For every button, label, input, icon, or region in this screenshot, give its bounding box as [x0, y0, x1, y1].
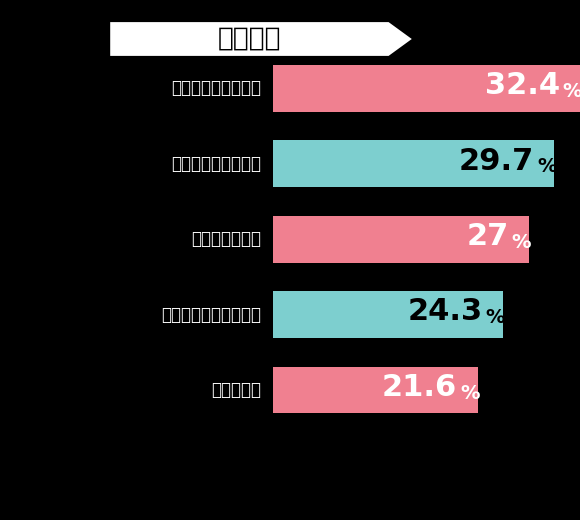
Bar [273, 367, 477, 413]
Text: オープンキャンパス: オープンキャンパス [171, 80, 261, 97]
Text: %: % [563, 82, 580, 101]
Text: 29.7: 29.7 [459, 147, 534, 176]
Polygon shape [110, 22, 412, 56]
Text: 看護学科: 看護学科 [218, 26, 281, 52]
Text: 27: 27 [466, 222, 509, 251]
Text: 施設・設備: 施設・設備 [211, 381, 261, 399]
Text: 学生寮＆マンション: 学生寮＆マンション [171, 155, 261, 173]
Text: 24.3: 24.3 [408, 297, 483, 327]
Bar [273, 291, 503, 338]
Text: 32.4: 32.4 [484, 71, 560, 100]
Text: %: % [485, 308, 505, 327]
Text: %: % [537, 158, 556, 176]
Bar [273, 65, 580, 112]
Bar [273, 216, 529, 263]
Text: %: % [460, 384, 480, 402]
Bar [273, 140, 554, 187]
Text: %: % [512, 233, 531, 252]
Text: 高校の先生からの薦め: 高校の先生からの薦め [161, 306, 261, 323]
Text: 21.6: 21.6 [382, 373, 457, 402]
Text: 在校生の雰囲気: 在校生の雰囲気 [191, 230, 261, 248]
